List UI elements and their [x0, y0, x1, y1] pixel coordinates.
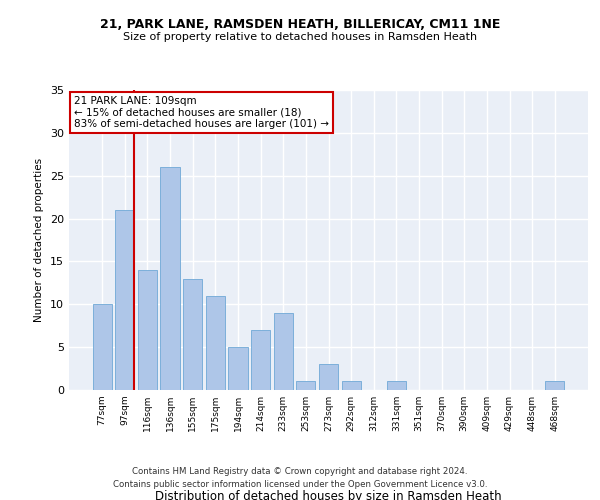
- Bar: [160, 167, 180, 390]
- Bar: [92, 304, 112, 390]
- Text: Contains public sector information licensed under the Open Government Licence v3: Contains public sector information licen…: [113, 480, 487, 489]
- X-axis label: Distribution of detached houses by size in Ramsden Heath: Distribution of detached houses by size …: [155, 490, 502, 500]
- Bar: [341, 382, 361, 390]
- Bar: [115, 210, 134, 390]
- Bar: [319, 364, 338, 390]
- Bar: [138, 270, 157, 390]
- Bar: [251, 330, 270, 390]
- Text: 21 PARK LANE: 109sqm
← 15% of detached houses are smaller (18)
83% of semi-detac: 21 PARK LANE: 109sqm ← 15% of detached h…: [74, 96, 329, 129]
- Bar: [387, 382, 406, 390]
- Bar: [545, 382, 565, 390]
- Bar: [296, 382, 316, 390]
- Text: Size of property relative to detached houses in Ramsden Heath: Size of property relative to detached ho…: [123, 32, 477, 42]
- Bar: [274, 313, 293, 390]
- Text: 21, PARK LANE, RAMSDEN HEATH, BILLERICAY, CM11 1NE: 21, PARK LANE, RAMSDEN HEATH, BILLERICAY…: [100, 18, 500, 30]
- Bar: [183, 278, 202, 390]
- Y-axis label: Number of detached properties: Number of detached properties: [34, 158, 44, 322]
- Bar: [229, 347, 248, 390]
- Bar: [206, 296, 225, 390]
- Text: Contains HM Land Registry data © Crown copyright and database right 2024.: Contains HM Land Registry data © Crown c…: [132, 467, 468, 476]
